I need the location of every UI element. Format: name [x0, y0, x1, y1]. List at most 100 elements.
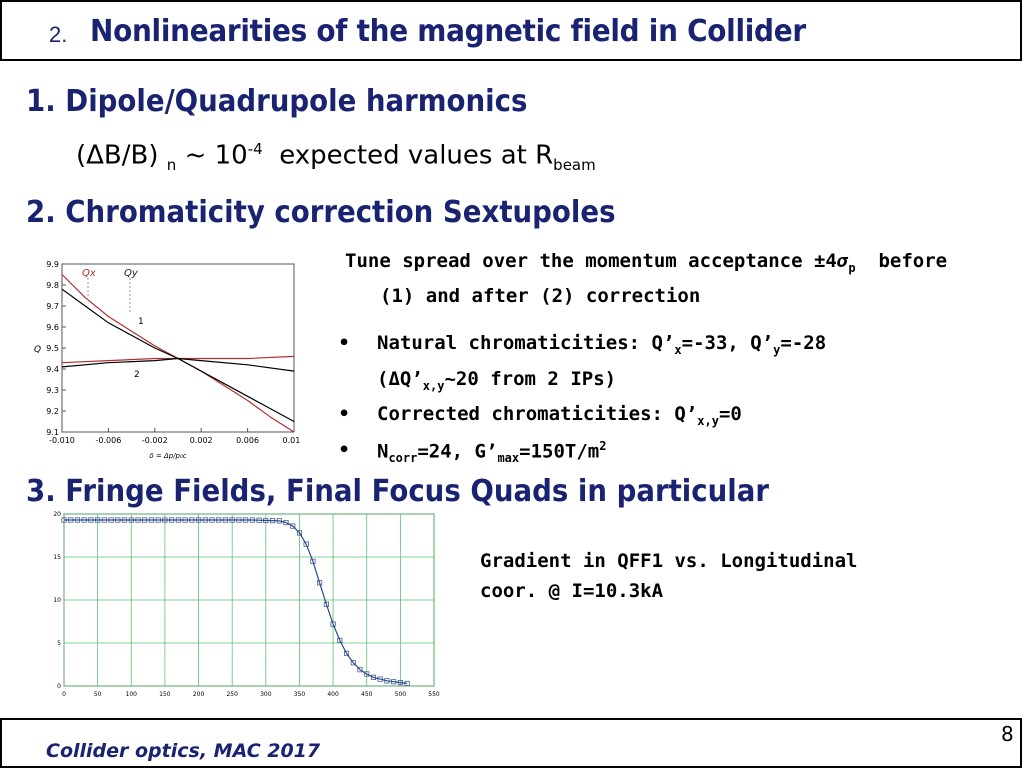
bullet1-sub-x: x	[674, 342, 682, 357]
tune-ytick-label: 9.9	[46, 260, 59, 269]
fringe-marker	[310, 558, 316, 564]
fringe-xtick-label: 200	[193, 691, 205, 698]
section3-heading: 3. Fringe Fields, Final Focus Quads in p…	[26, 474, 769, 509]
title-frame	[0, 0, 1022, 61]
tune-xtick-label: 0.002	[190, 436, 213, 445]
fringe-xtick-label: 250	[226, 691, 238, 698]
fringe-marker	[263, 517, 269, 524]
tune-ytick-label: 9.6	[46, 323, 59, 332]
fringe-marker	[296, 530, 303, 536]
harmonics-formula: (ΔB/B) n ~ 10-4 expected values at Rbeam	[76, 140, 596, 174]
tune-xtick-label: -0.010	[49, 436, 75, 445]
formula-tilde: ~ 10	[184, 140, 248, 171]
page-number: 8	[1001, 722, 1014, 746]
formula-exp: -4	[247, 140, 263, 158]
fringe-gradient-curve	[64, 519, 408, 684]
fringe-marker	[128, 517, 134, 523]
fringe-ytick-label: 0	[57, 683, 61, 690]
tune-legend-qx: Qx	[82, 268, 96, 279]
bullet-3: •	[338, 439, 351, 461]
tune-caption-line1: Tune spread over the momentum acceptance…	[345, 250, 947, 275]
tune-spread-chart: 9.9 9.8 9.7 9.6 9.5 9.4 9.3 9.2 9.1-0.010 -0.006 -…	[34, 260, 300, 460]
fringe-marker	[276, 518, 282, 524]
fringe-marker	[216, 517, 222, 523]
fringe-marker	[404, 680, 410, 686]
fringe-marker	[343, 650, 350, 656]
footer-text: Collider optics, MAC 2017	[46, 740, 321, 762]
fringe-caption-line2: coor. @ I=10.3kA	[480, 580, 664, 602]
bullet3-sup: 2	[599, 439, 607, 453]
fringe-marker	[135, 517, 141, 523]
fringe-marker	[350, 660, 356, 666]
fringe-marker	[148, 517, 155, 523]
fringe-marker	[189, 517, 195, 523]
bullet1-text-b: =-33, Q’	[681, 332, 774, 354]
fringe-ytick-label: 5	[57, 640, 61, 647]
tune-label-2: 2	[134, 370, 140, 380]
fringe-marker	[256, 517, 262, 523]
fringe-xtick-label: 350	[294, 691, 306, 698]
tune-ytick-label: 9.4	[46, 365, 59, 374]
dq-rest: ~20 from 2 IPs)	[444, 368, 617, 390]
tune-xtick-label: 0.006	[236, 436, 259, 445]
bullet3-sub-max: max	[497, 451, 520, 466]
title-number: 2.	[49, 22, 68, 47]
fringe-xtick-label: 450	[361, 691, 373, 698]
fringe-marker	[249, 517, 255, 523]
bullet1-text-a: Natural chromaticities: Q’	[377, 332, 675, 354]
fringe-marker	[61, 517, 67, 523]
fringe-xtick-label: 400	[327, 691, 339, 698]
tune-ytick-label: 9.2	[46, 407, 59, 416]
tune-chart-frame	[61, 263, 295, 433]
fringe-marker	[357, 667, 363, 673]
fringe-marker	[283, 520, 289, 526]
fringe-marker	[229, 517, 235, 523]
fringe-marker	[121, 517, 128, 523]
fringe-marker	[222, 517, 229, 523]
tune-xtick-label: 0.010	[283, 436, 300, 445]
fringe-marker	[108, 517, 114, 523]
bullet3-sub-corr: corr	[388, 451, 418, 466]
dq-sub: x,y	[422, 378, 445, 393]
bullet1-sub-y: y	[773, 342, 781, 357]
fringe-marker	[101, 517, 107, 523]
fringe-marker	[303, 541, 309, 547]
tune-xlabel: δ = Δp/p₀c	[149, 452, 186, 460]
formula-sub-n: n	[166, 155, 177, 174]
fringe-marker	[74, 517, 81, 523]
natural-chromaticities: Natural chromaticities: Q’x=-33, Q’y=-28	[377, 332, 826, 357]
fringe-marker	[330, 621, 336, 627]
fringe-xtick-label: 100	[126, 691, 138, 698]
bullet2-text-b: =0	[718, 403, 742, 425]
bullet3-text-b: =24, G’	[417, 440, 498, 463]
tune-caption-b: before	[878, 250, 948, 272]
bullet3-n: N	[377, 440, 389, 463]
bullet-1: •	[338, 332, 351, 354]
fringe-xtick-label: 500	[395, 691, 407, 698]
fringe-gradient-chart: 0 50 100 150 200 250 300 350 400 450 500 5502015105…	[53, 511, 440, 698]
fringe-ytick-label: 20	[53, 511, 61, 518]
fringe-marker	[182, 517, 188, 523]
fringe-xtick-label: 550	[428, 691, 440, 698]
section1-heading: 1. Dipole/Quadrupole harmonics	[26, 84, 528, 119]
fringe-xtick-label: 300	[260, 691, 272, 698]
fringe-xtick-label: 0	[62, 691, 66, 698]
footer-frame	[0, 718, 1022, 768]
delta-q-line: (ΔQ’x,y~20 from 2 IPs)	[377, 368, 616, 393]
fringe-xtick-label: 150	[159, 691, 171, 698]
fringe-marker	[115, 517, 121, 523]
fringe-marker	[243, 517, 249, 523]
dq-delta: Δ	[388, 368, 400, 390]
fringe-marker	[169, 517, 175, 523]
sigma-symbol: σ	[836, 250, 849, 272]
tune-xtick-label: -0.002	[142, 436, 168, 445]
fringe-marker	[323, 601, 329, 607]
bullet1-text-c: =-28	[780, 332, 827, 354]
dq-q: Q’	[399, 368, 423, 390]
formula-text: expected values at R	[279, 140, 554, 171]
tune-caption-a: Tune spread over the momentum acceptance…	[345, 250, 837, 272]
fringe-ytick-label: 10	[53, 597, 61, 604]
fringe-marker	[384, 678, 390, 684]
fringe-marker	[81, 517, 87, 523]
sigma-sub: p	[848, 260, 856, 275]
